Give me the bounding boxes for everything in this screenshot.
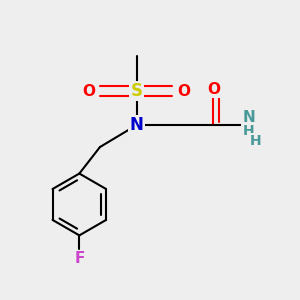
Text: H: H [243, 124, 254, 138]
Text: O: O [177, 84, 190, 99]
Text: N: N [130, 116, 144, 134]
Text: F: F [74, 251, 85, 266]
Text: O: O [207, 82, 220, 97]
Text: H: H [250, 134, 262, 148]
Text: N: N [242, 110, 255, 125]
Text: S: S [131, 82, 143, 100]
Text: O: O [82, 84, 95, 99]
